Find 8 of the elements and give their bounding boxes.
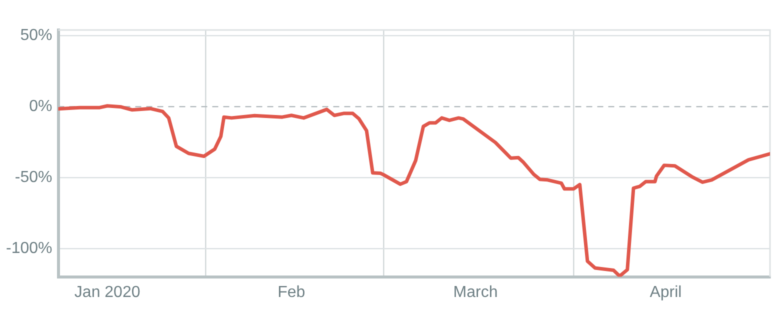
y-tick-label: 0%: [29, 98, 52, 115]
y-tick-label: -100%: [6, 240, 52, 257]
y-tick-label: -50%: [14, 168, 52, 186]
x-tick-label: Jan 2020: [74, 284, 140, 301]
x-tick-label: Feb: [278, 284, 306, 301]
x-tick-label: April: [650, 284, 682, 301]
x-tick-label: March: [453, 284, 498, 301]
y-tick-label: 50%: [20, 27, 52, 44]
